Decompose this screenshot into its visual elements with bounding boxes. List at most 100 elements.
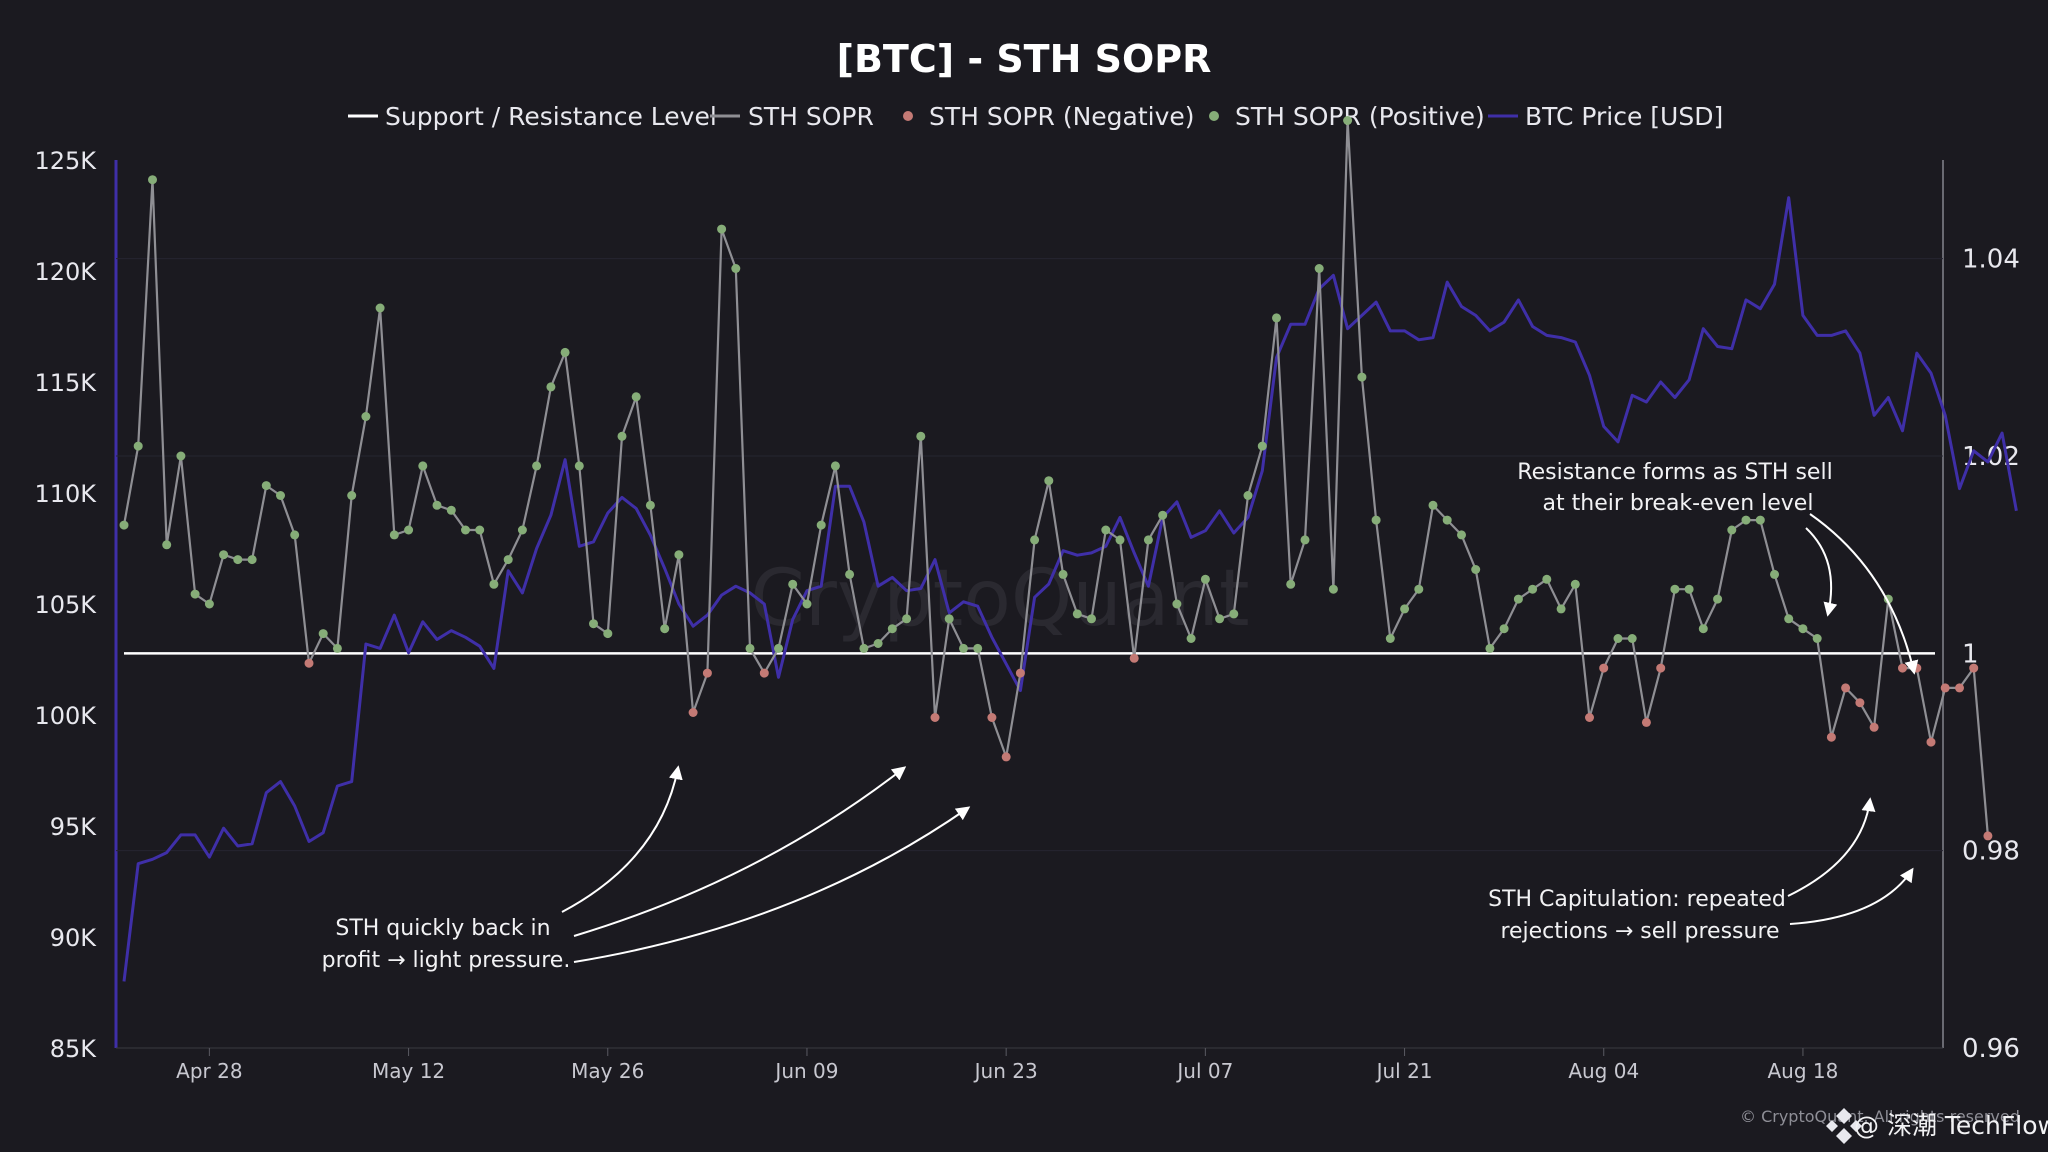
sopr-point-positive[interactable] [1414, 584, 1424, 594]
sopr-point-positive[interactable] [1257, 441, 1267, 451]
sopr-point-positive[interactable] [1058, 569, 1068, 579]
sopr-point-positive[interactable] [1755, 515, 1765, 525]
sopr-point-positive[interactable] [1770, 569, 1779, 579]
sopr-point-positive[interactable] [1030, 535, 1040, 545]
sopr-point-positive[interactable] [560, 347, 570, 357]
sopr-point-positive[interactable] [745, 643, 755, 653]
sopr-point-positive[interactable] [332, 643, 342, 653]
sopr-point-positive[interactable] [1784, 614, 1794, 624]
sopr-point-positive[interactable] [959, 643, 968, 653]
sopr-point-positive[interactable] [717, 224, 727, 234]
sopr-point-positive[interactable] [1343, 116, 1353, 125]
sopr-point-positive[interactable] [1570, 579, 1580, 589]
sopr-point-positive[interactable] [603, 629, 613, 639]
sopr-point-positive[interactable] [461, 525, 470, 535]
sopr-point-positive[interactable] [1485, 643, 1495, 653]
sopr-point-positive[interactable] [1357, 372, 1367, 382]
sopr-point-positive[interactable] [1328, 584, 1338, 594]
sopr-point-positive[interactable] [1528, 584, 1538, 594]
sopr-point-positive[interactable] [660, 624, 670, 634]
sopr-point-positive[interactable] [1727, 525, 1737, 535]
sopr-point-positive[interactable] [1243, 491, 1253, 500]
sopr-point-positive[interactable] [1158, 510, 1168, 520]
legend-item-support-resistance[interactable]: Support / Resistance Level [348, 102, 717, 131]
sopr-point-negative[interactable] [1826, 732, 1836, 742]
sopr-point-positive[interactable] [902, 614, 912, 624]
sopr-point-negative[interactable] [930, 713, 940, 722]
sopr-point-positive[interactable] [1143, 535, 1153, 545]
sopr-point-negative[interactable] [1656, 663, 1666, 673]
sopr-point-positive[interactable] [731, 264, 741, 273]
sopr-point-positive[interactable] [1513, 594, 1523, 604]
sopr-point-positive[interactable] [119, 520, 129, 530]
sopr-point-negative[interactable] [1015, 668, 1025, 678]
sopr-point-positive[interactable] [973, 643, 983, 653]
sopr-point-positive[interactable] [1542, 574, 1552, 584]
sopr-point-negative[interactable] [759, 668, 769, 678]
sopr-point-positive[interactable] [347, 491, 357, 500]
sopr-point-positive[interactable] [944, 614, 954, 624]
sopr-point-positive[interactable] [1101, 525, 1111, 535]
sopr-point-positive[interactable] [148, 175, 157, 185]
sopr-point-positive[interactable] [1442, 515, 1452, 525]
sopr-point-positive[interactable] [318, 629, 328, 639]
sopr-point-positive[interactable] [418, 461, 428, 471]
legend-item-sth-sopr-positive[interactable]: STH SOPR (Positive) [1209, 102, 1485, 131]
sopr-point-positive[interactable] [1072, 609, 1082, 619]
sopr-point-positive[interactable] [1741, 515, 1751, 525]
sopr-point-positive[interactable] [916, 431, 926, 441]
sopr-point-positive[interactable] [219, 550, 229, 560]
sopr-point-negative[interactable] [987, 713, 997, 722]
sopr-point-positive[interactable] [404, 525, 414, 535]
sopr-point-negative[interactable] [1855, 698, 1865, 708]
sopr-point-positive[interactable] [774, 643, 783, 653]
sopr-point-positive[interactable] [845, 569, 855, 579]
sopr-point-positive[interactable] [1556, 604, 1566, 614]
sopr-point-positive[interactable] [1172, 599, 1182, 609]
sopr-point-positive[interactable] [1314, 264, 1324, 273]
sopr-point-positive[interactable] [674, 550, 684, 560]
sopr-point-positive[interactable] [589, 619, 598, 629]
legend-item-sth-sopr[interactable]: STH SOPR [710, 102, 874, 131]
sopr-point-positive[interactable] [432, 500, 442, 510]
sopr-point-positive[interactable] [1627, 634, 1637, 643]
sopr-point-positive[interactable] [489, 579, 499, 589]
sopr-point-negative[interactable] [1955, 683, 1964, 693]
sopr-point-positive[interactable] [1186, 634, 1196, 643]
sopr-point-positive[interactable] [802, 599, 812, 609]
sopr-point-positive[interactable] [133, 441, 143, 451]
sopr-point-negative[interactable] [1940, 683, 1950, 693]
sopr-point-positive[interactable] [233, 555, 243, 565]
sopr-point-positive[interactable] [1698, 624, 1708, 634]
sopr-point-negative[interactable] [1926, 737, 1936, 747]
sopr-point-negative[interactable] [1898, 663, 1907, 673]
sopr-point-positive[interactable] [645, 500, 655, 510]
sopr-point-positive[interactable] [162, 540, 172, 550]
sopr-point-positive[interactable] [859, 643, 869, 653]
sopr-point-positive[interactable] [247, 555, 257, 565]
sopr-point-positive[interactable] [204, 599, 214, 609]
sopr-point-negative[interactable] [1585, 713, 1594, 722]
sopr-point-positive[interactable] [176, 451, 186, 461]
sopr-point-positive[interactable] [276, 491, 285, 500]
sopr-point-negative[interactable] [1001, 752, 1011, 762]
sopr-point-positive[interactable] [1684, 584, 1694, 594]
sopr-point-positive[interactable] [1200, 574, 1210, 584]
sopr-point-positive[interactable] [873, 639, 883, 648]
sopr-point-positive[interactable] [361, 412, 371, 421]
sopr-point-positive[interactable] [290, 530, 300, 540]
sopr-point-negative[interactable] [1869, 722, 1879, 732]
sopr-point-positive[interactable] [631, 392, 641, 402]
sopr-point-positive[interactable] [830, 461, 840, 471]
sopr-point-positive[interactable] [261, 481, 271, 491]
sopr-point-negative[interactable] [1983, 831, 1993, 841]
sopr-point-positive[interactable] [190, 589, 200, 599]
sopr-point-positive[interactable] [1428, 500, 1438, 510]
sopr-point-positive[interactable] [1385, 634, 1395, 643]
sopr-point-positive[interactable] [1499, 624, 1509, 634]
sopr-point-positive[interactable] [1613, 634, 1623, 643]
sopr-point-positive[interactable] [1812, 634, 1822, 643]
sopr-point-negative[interactable] [702, 668, 712, 678]
sopr-point-positive[interactable] [1087, 614, 1096, 624]
sopr-point-negative[interactable] [304, 658, 314, 668]
